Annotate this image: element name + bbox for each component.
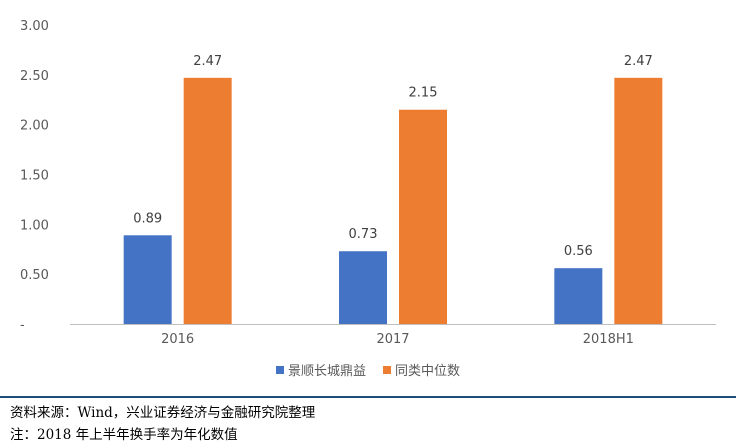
x-tick-label: 2018H1 — [583, 332, 634, 347]
legend-label: 同类中位数 — [395, 364, 460, 379]
data-label: 0.73 — [349, 227, 378, 242]
data-label: 0.56 — [564, 244, 593, 259]
y-axis: - 0.50 1.00 1.50 2.00 2.50 3.00 — [20, 19, 49, 333]
footnote: 注：2018 年上半年换手率为年化数值 — [10, 427, 238, 443]
data-label: 2.47 — [193, 54, 222, 69]
y-tick-label: 0.50 — [20, 268, 49, 283]
source-note: 资料来源：Wind，兴业证券经济与金融研究院整理 — [10, 405, 316, 421]
bar-fund-2016 — [123, 235, 172, 324]
bar-fund-2017 — [339, 251, 387, 324]
x-axis: 2016 2017 2018H1 — [70, 324, 716, 347]
x-tick-label: 2017 — [376, 332, 409, 347]
bars: 0.89 0.73 0.56 2.47 2.15 2.47 — [123, 54, 663, 324]
y-tick-label: 1.00 — [20, 218, 49, 233]
bar-median-2018H1 — [614, 77, 663, 324]
data-label: 0.89 — [133, 211, 162, 226]
bar-fund-2018H1 — [554, 268, 603, 324]
bar-median-2017 — [399, 109, 447, 324]
bar-median-2016 — [183, 77, 232, 324]
y-tick-label: 2.50 — [20, 69, 49, 84]
legend-swatch — [276, 366, 284, 374]
y-tick-label: 2.00 — [20, 119, 49, 134]
legend: 景顺长城鼎益 同类中位数 — [276, 364, 460, 379]
y-tick-label: - — [20, 318, 25, 333]
bar-chart: - 0.50 1.00 1.50 2.00 2.50 3.00 0.89 0.73 0.56 2.… — [20, 19, 716, 379]
x-tick-label: 2016 — [161, 332, 194, 347]
data-label: 2.15 — [409, 86, 438, 101]
legend-swatch — [383, 366, 391, 374]
y-tick-label: 1.50 — [20, 169, 49, 184]
data-label: 2.47 — [624, 54, 653, 69]
y-tick-label: 3.00 — [20, 19, 49, 34]
footer-divider — [0, 396, 736, 398]
legend-label: 景顺长城鼎益 — [288, 364, 366, 379]
